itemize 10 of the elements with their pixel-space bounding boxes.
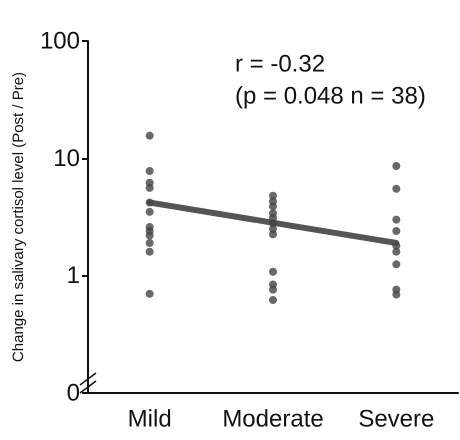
y-tick-label: 100 — [40, 28, 80, 54]
y-tick-label: 1 — [66, 262, 80, 290]
x-tick-label: Moderate — [222, 406, 324, 432]
x-tick-label: Severe — [358, 406, 434, 432]
annotation: r = -0.32 — [235, 50, 326, 78]
x-tick-label: Mild — [128, 406, 172, 432]
y-axis-title: Change in salivary cortisol level (Post / Pre) — [10, 72, 27, 362]
annotation: (p = 0.048 n = 38) — [235, 82, 426, 110]
y-tick-label: 10 — [53, 144, 80, 172]
y-tick-label: 0 — [66, 380, 80, 406]
